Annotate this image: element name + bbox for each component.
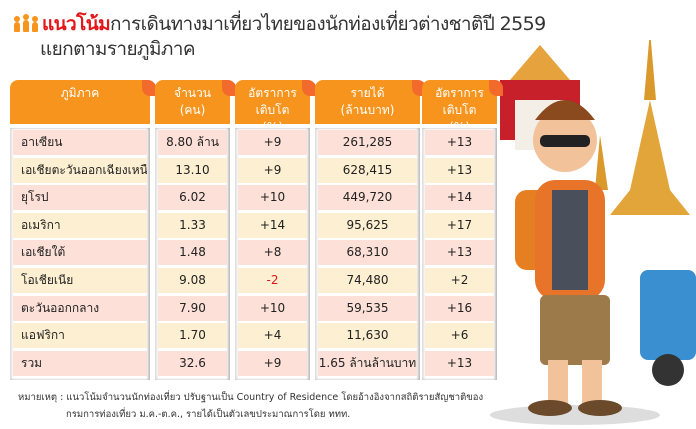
table-cell: +9 — [238, 350, 307, 376]
column-region: ภูมิภาคอาเซียน เอเชียตะวันออกเฉียงเหนือ ยุ… — [10, 80, 156, 380]
table-cell: รวม — [13, 350, 147, 376]
footnote-line2: กรมการท่องเที่ยว ม.ค.-ต.ค., รายได้เป็นตั… — [66, 409, 351, 420]
header-label: รายได้ (ล้านบาท) — [340, 86, 395, 117]
table-cell: +9 — [238, 130, 307, 155]
table-cell: 32.6 — [158, 350, 227, 376]
column-header: อัตราการ เติบโต (%) — [235, 80, 316, 134]
table-cell: +13 — [425, 157, 494, 183]
table-cell: 1.33 — [158, 212, 227, 238]
table-cell: ตะวันออกกลาง — [13, 295, 147, 321]
table-cell: +8 — [238, 240, 307, 266]
table-cell: 74,480 — [318, 267, 417, 293]
table-cell: 7.90 — [158, 295, 227, 321]
title-highlight: แนวโน้ม — [42, 13, 111, 35]
table-cell: โอเชียเนีย — [13, 267, 147, 293]
column-header: จำนวน (คน) — [155, 80, 236, 124]
people-icon — [14, 14, 38, 32]
table-cell: +10 — [238, 295, 307, 321]
header-label: อัตราการ เติบโต (%) — [435, 86, 484, 134]
column-visitors: จำนวน (คน) 8.80 ล้าน 13.10 6.02 1.33 1.48 9.08 7… — [155, 80, 236, 380]
table-cell: +14 — [425, 185, 494, 211]
header-label: จำนวน (คน) — [174, 86, 211, 117]
column-revenue-growth: อัตราการ เติบโต (%) +13 +13 +14 +17 +13 +2 +16 +6 +… — [422, 80, 503, 380]
table-cell: +13 — [425, 130, 494, 155]
table-cell: +9 — [238, 157, 307, 183]
table-cell: +17 — [425, 212, 494, 238]
table-cell: +2 — [425, 267, 494, 293]
column-visitor-growth: อัตราการ เติบโต (%) +9 +9 +10 +14 +8 -2 +10 +4 +9 — [235, 80, 316, 380]
column-body: +13 +13 +14 +17 +13 +2 +16 +6 +13 — [422, 128, 497, 380]
table-cell: 449,720 — [318, 185, 417, 211]
table-cell: +14 — [238, 212, 307, 238]
table-cell: เอเชียตะวันออกเฉียงเหนือ — [13, 157, 147, 183]
table-cell: 95,625 — [318, 212, 417, 238]
table-cell: +4 — [238, 323, 307, 349]
table-cell: 1.65 ล้านล้านบาท — [318, 350, 417, 376]
table-cell: +16 — [425, 295, 494, 321]
table-cell: เอเชียใต้ — [13, 240, 147, 266]
table-cell: 628,415 — [318, 157, 417, 183]
column-header: ภูมิภาค — [10, 80, 156, 124]
table-cell: 11,630 — [318, 323, 417, 349]
tourist-illustration — [490, 40, 696, 425]
table-cell: 1.70 — [158, 323, 227, 349]
header-label: อัตราการ เติบโต (%) — [248, 86, 297, 134]
table-cell: แอฟริกา — [13, 323, 147, 349]
table-cell: 68,310 — [318, 240, 417, 266]
page-title: แนวโน้มการเดินทางมาเที่ยวไทยของนักท่องเท… — [14, 12, 546, 62]
table-cell: +10 — [238, 185, 307, 211]
table-cell: 261,285 — [318, 130, 417, 155]
table-cell: +13 — [425, 350, 494, 376]
column-body: 261,285 628,415 449,720 95,625 68,310 74,480 5… — [315, 128, 420, 380]
table-cell: ยุโรป — [13, 185, 147, 211]
table-cell: -2 — [238, 267, 307, 293]
title-subtitle: แยกตามรายภูมิภาค — [40, 38, 196, 60]
column-body: +9 +9 +10 +14 +8 -2 +10 +4 +9 — [235, 128, 310, 380]
column-revenue: รายได้ (ล้านบาท) 261,285 628,415 449,720 95,6… — [315, 80, 426, 380]
table-cell: 1.48 — [158, 240, 227, 266]
table-cell: 13.10 — [158, 157, 227, 183]
column-body: อาเซียน เอเชียตะวันออกเฉียงเหนือ ยุโรป อเมร… — [10, 128, 150, 380]
footnote: หมายเหตุ : แนวโน้มจำนวนนักท่องเที่ยว ปรั… — [18, 389, 483, 423]
column-header: อัตราการ เติบโต (%) — [422, 80, 503, 134]
table-cell: +6 — [425, 323, 494, 349]
column-header: รายได้ (ล้านบาท) — [315, 80, 426, 124]
table-cell: 8.80 ล้าน — [158, 130, 227, 155]
table-cell: 9.08 — [158, 267, 227, 293]
table-cell: +13 — [425, 240, 494, 266]
table-cell: อาเซียน — [13, 130, 147, 155]
column-body: 8.80 ล้าน 13.10 6.02 1.33 1.48 9.08 7.90 1.70 32… — [155, 128, 230, 380]
title-text: การเดินทางมาเที่ยวไทยของนักท่องเที่ยวต่า… — [110, 13, 546, 35]
table-cell: 6.02 — [158, 185, 227, 211]
footnote-line1: หมายเหตุ : แนวโน้มจำนวนนักท่องเที่ยว ปรั… — [18, 392, 484, 403]
tuk-tuk-illustration — [640, 270, 696, 386]
header-label: ภูมิภาค — [60, 86, 100, 100]
table-cell: อเมริกา — [13, 212, 147, 238]
table-cell: 59,535 — [318, 295, 417, 321]
